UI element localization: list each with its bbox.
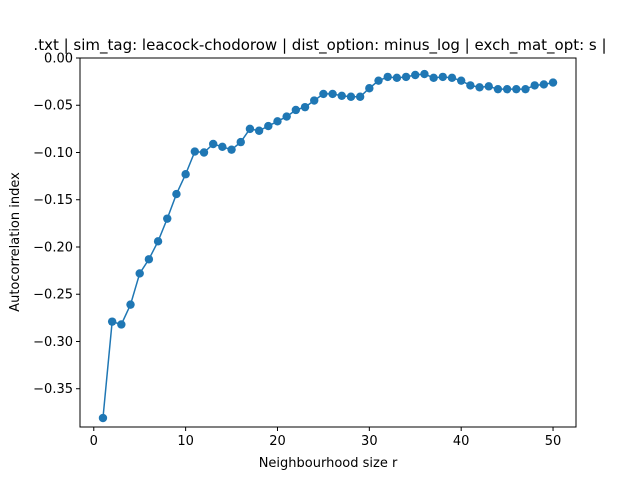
data-point-10 [181,170,190,179]
x-tick-label: 10 [177,434,194,449]
y-tick-label: −0.10 [33,146,73,161]
y-tick-label: −0.25 [33,288,73,303]
axes-frame [79,57,577,428]
data-point-15 [227,145,236,154]
data-point-40 [456,76,466,85]
data-point-18 [254,126,264,135]
data-point-49 [539,80,549,89]
data-point-21 [282,112,291,121]
x-tick-label: 50 [545,434,562,449]
data-point-6 [144,255,154,264]
data-point-41 [466,81,475,90]
data-point-5 [135,269,144,278]
y-tick-label: −0.20 [33,240,73,255]
data-point-37 [429,73,438,83]
y-tick-label: −0.15 [33,193,73,208]
data-point-2 [107,317,117,326]
x-tick-label: 40 [453,434,470,449]
data-point-31 [374,76,383,85]
data-point-22 [291,105,301,115]
data-point-17 [245,124,255,134]
data-point-25 [319,89,328,99]
x-tick-label: 20 [269,434,286,449]
y-axis: 0.00 −0.05 −0.10 −0.15 −0.20 −0.25 −0.30 −0.35 [33,52,80,397]
y-tick-label: −0.30 [33,335,73,350]
data-point-32 [383,72,392,82]
data-point-26 [328,89,337,99]
data-point-50 [548,78,558,87]
data-point-45 [502,84,512,94]
data-point-48 [530,81,539,90]
data-point-23 [300,102,310,112]
data-point-19 [264,121,273,131]
data-point-14 [218,142,227,152]
data-point-47 [521,84,530,94]
data-point-38 [438,72,448,82]
data-point-33 [392,73,402,83]
data-point-24 [310,96,319,105]
data-point-39 [447,73,457,83]
y-tick-label: −0.35 [33,382,73,397]
data-point-1 [98,413,108,423]
x-axis-label: Neighbourhood size r [259,456,398,471]
x-axis: 0 10 20 30 40 50 [90,427,562,449]
x-tick-label: 0 [90,434,98,449]
data-point-20 [273,117,282,126]
data-point-7 [153,237,163,246]
data-point-30 [365,84,374,93]
data-point-36 [420,69,429,79]
data-point-44 [493,84,503,94]
data-point-16 [236,137,245,147]
data-point-11 [190,147,200,156]
data-point-27 [337,91,346,101]
chart-title: .txt | sim_tag: leacock-chodorow | dist_… [33,36,606,55]
y-axis-label: Autocorrelation index [8,172,23,312]
plot-area [98,69,558,423]
data-point-8 [163,214,172,223]
data-point-13 [208,139,218,149]
data-point-4 [126,300,135,309]
data-point-35 [411,70,420,80]
data-point-29 [355,92,365,101]
x-tick-label: 30 [361,434,378,449]
data-point-43 [484,82,493,91]
data-point-12 [199,148,209,157]
data-point-9 [172,189,181,199]
series-line [102,73,554,419]
data-point-42 [475,83,484,92]
data-point-28 [346,92,356,101]
data-point-46 [512,84,521,94]
y-tick-label: 0.00 [44,52,73,67]
y-tick-label: −0.05 [33,99,73,114]
data-point-34 [401,72,411,82]
data-point-3 [117,320,126,329]
